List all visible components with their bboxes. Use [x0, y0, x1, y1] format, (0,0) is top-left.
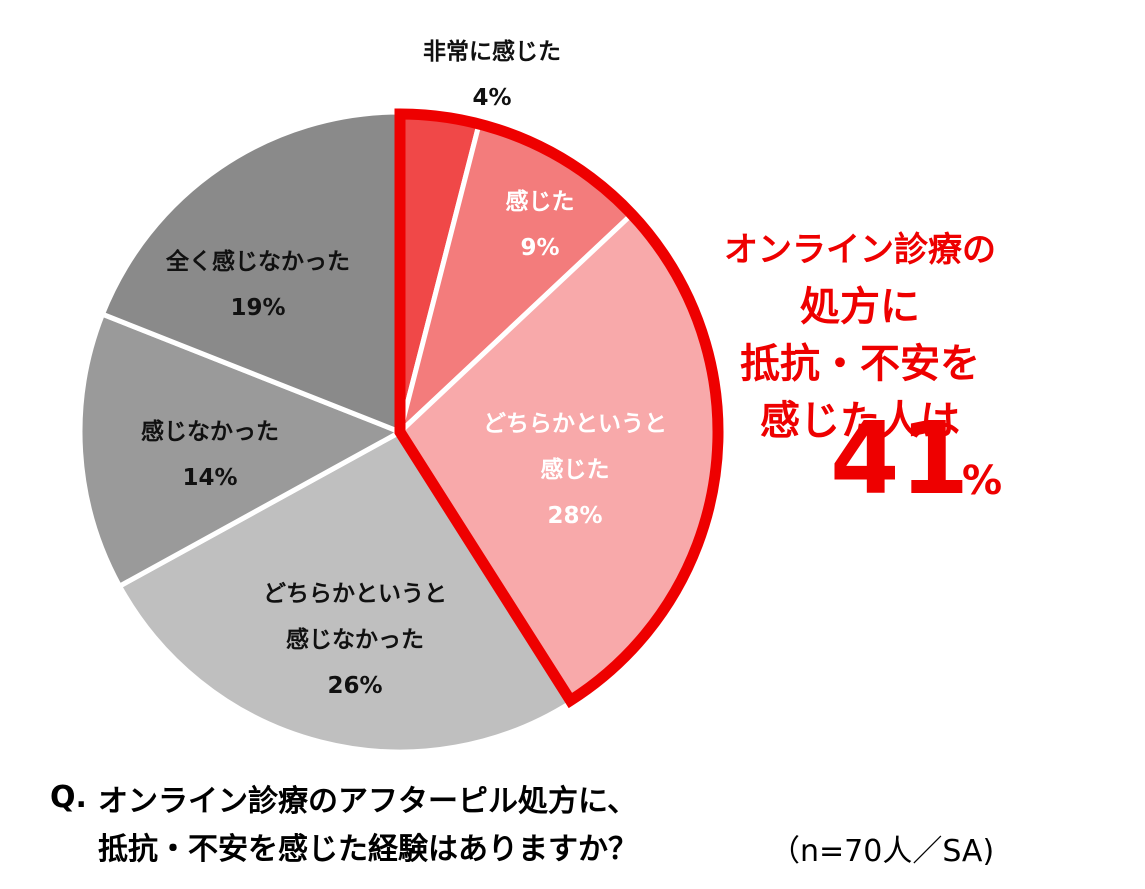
highlight-text: オンライン診療の処方に 抵抗・不安を 感じた人は — [724, 230, 996, 444]
slice-category: 感じなかった — [141, 419, 279, 445]
pie-slice — [99, 109, 403, 436]
question-prefix: Q. — [50, 780, 87, 815]
slice-value-label: 28% — [547, 503, 603, 529]
slice-label: 感じた 9% — [506, 179, 575, 271]
slice-value-label: 19% — [230, 295, 286, 321]
slice-label: どちらかというと 感じなかった 26% — [263, 571, 447, 709]
slice-category: 全く感じなかった — [166, 249, 350, 275]
slice-category: 感じた — [505, 189, 575, 215]
slice-category: 非常に感じた — [423, 39, 561, 65]
slice-value-label: 9% — [520, 235, 560, 261]
highlight-value: 41 — [830, 400, 970, 517]
question: オンライン診療のアフターピル処方に、 抵抗・不安を感じた経験はありますか？ — [98, 784, 638, 867]
slice-category: どちらかというと 感じなかった — [263, 581, 447, 653]
slice-label: 感じなかった 14% — [141, 409, 279, 501]
slice-label: 非常に感じた 4% — [423, 29, 561, 121]
slice-value-label: 26% — [327, 673, 383, 699]
slice-value-label: 14% — [182, 465, 238, 491]
highlight-unit: % — [962, 458, 1003, 504]
pie-slice — [77, 310, 406, 590]
highlight-outline — [394, 108, 724, 709]
slice-category: どちらかというと 感じた — [483, 411, 667, 483]
note: （n=70人／SA) — [770, 834, 995, 869]
pie-slice — [116, 428, 575, 755]
slice-label: どちらかというと 感じた 28% — [483, 401, 667, 539]
slice-label: 全く感じなかった 19% — [166, 239, 350, 331]
slice-value-label: 4% — [472, 85, 512, 111]
